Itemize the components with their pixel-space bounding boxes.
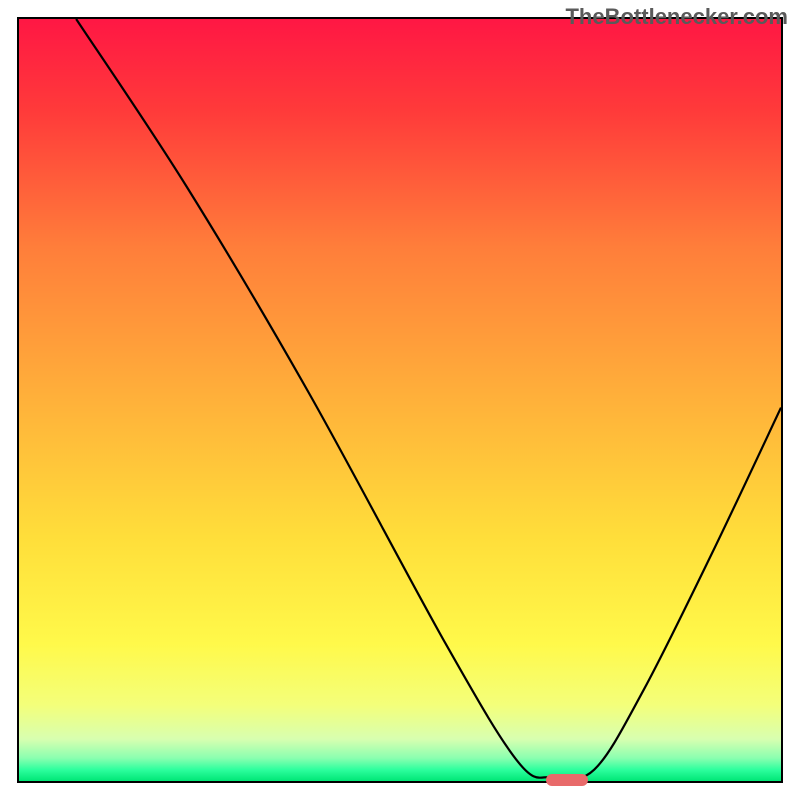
watermark-text: TheBottlenecker.com xyxy=(565,4,788,30)
bottleneck-chart xyxy=(15,15,785,785)
optimal-marker xyxy=(546,774,588,786)
bottleneck-curve xyxy=(19,19,781,781)
plot-area xyxy=(17,17,783,783)
